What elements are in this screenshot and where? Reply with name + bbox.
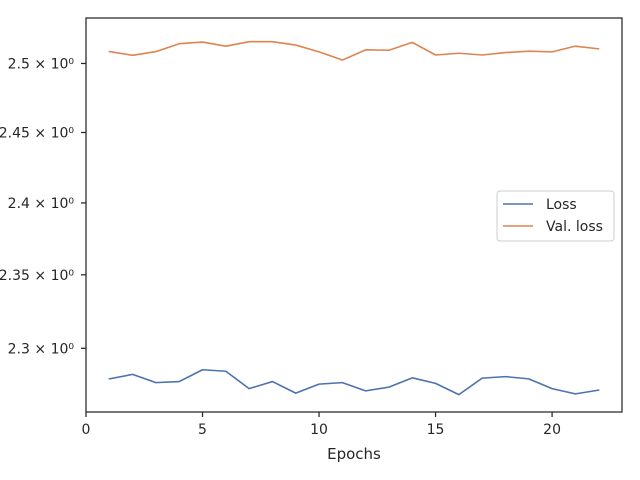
y-tick-label: 2.5 × 10⁰	[8, 56, 75, 72]
y-tick-label: 2.3 × 10⁰	[8, 341, 75, 357]
series-layer	[108, 40, 600, 396]
legend-label-1: Val. loss	[546, 219, 603, 235]
x-tick-label: 0	[82, 422, 91, 438]
x-tick-label: 10	[310, 422, 328, 438]
legend-entries: Loss Val. loss	[503, 197, 603, 235]
y-tick-label: 2.4 × 10⁰	[8, 196, 75, 212]
y-axis: 2.3 × 10⁰ 2.35 × 10⁰ 2.4 × 10⁰ 2.45 × 10⁰ 2.…	[0, 56, 86, 357]
x-tick-label: 15	[427, 422, 445, 438]
x-axis: 0 5 10 15 20	[82, 412, 561, 438]
x-tick-label: 20	[543, 422, 561, 438]
y-tick-label: 2.45 × 10⁰	[0, 125, 74, 141]
legend: Loss Val. loss	[496, 190, 615, 242]
series-line-1	[108, 40, 600, 61]
legend-label-0: Loss	[546, 197, 577, 213]
x-tick-label: 5	[198, 422, 207, 438]
y-tick-label: 2.35 × 10⁰	[0, 268, 74, 284]
x-axis-label: Epochs	[327, 445, 381, 463]
plot-frame	[85, 17, 623, 413]
series-line-0	[108, 368, 600, 396]
